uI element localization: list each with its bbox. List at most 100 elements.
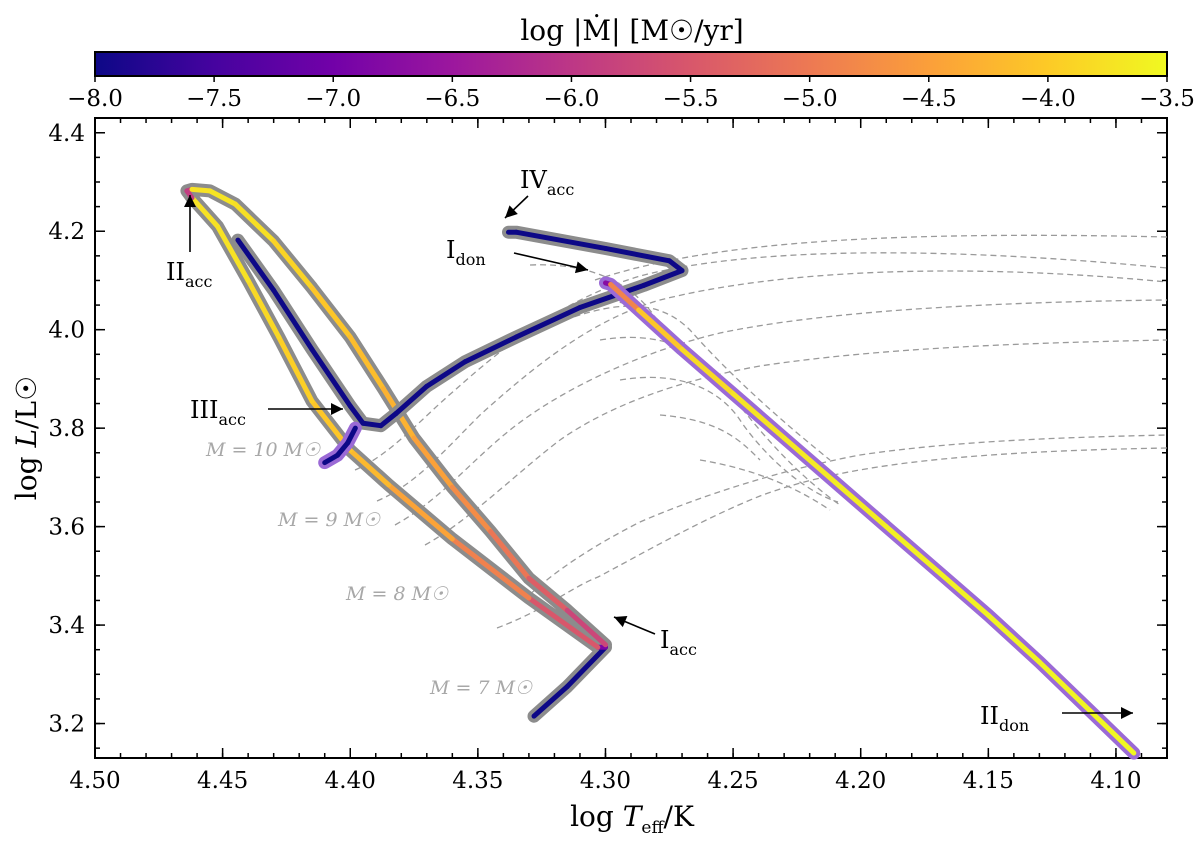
track-segment-donor — [832, 479, 889, 530]
evolution-tracks — [180, 182, 1141, 760]
track-segment-donor — [730, 391, 787, 441]
track-segment-donor — [679, 346, 736, 397]
annotation-label: IIIacc — [190, 396, 246, 429]
track-segment-accretor-late — [641, 268, 685, 288]
track-segment-donor — [883, 524, 940, 574]
track-segment-accretor-tail — [322, 452, 340, 466]
colorbar-tick-label: −7.5 — [186, 86, 242, 112]
track-segment-accretor — [564, 607, 608, 648]
track-segment-accretor — [189, 195, 221, 229]
track-segment-donor — [608, 281, 642, 313]
y-tick-label: 3.6 — [48, 515, 85, 541]
mass-label-9: M = 9 M☉ — [277, 509, 381, 531]
reference-track — [599, 336, 841, 506]
annotation-iii-acc: IIIacc — [190, 396, 343, 429]
colorbar-tick-label: −5.0 — [782, 86, 838, 112]
track-segment-accretor — [276, 334, 315, 404]
x-axis-label: log Teff/K — [570, 800, 695, 838]
track-segment-donor — [781, 435, 838, 485]
track-segment-accretor — [232, 201, 277, 244]
track-segment-accretor-late — [378, 410, 399, 429]
colorbar-ticks: −8.0 −7.5 −7.0 −6.5 −6.0 −5.5 −5.0 −4.5 −4.0 −3.5 — [67, 76, 1195, 112]
track-segment-accretor-late — [347, 403, 366, 426]
colorbar-gradient — [94, 51, 1168, 77]
colorbar-tick-label: −4.0 — [1020, 86, 1076, 112]
annotation-iv-acc: IVacc — [504, 166, 574, 219]
x-tick-label: 4.25 — [707, 768, 758, 794]
reference-track — [564, 305, 831, 461]
colorbar: log |Ṁ| [M☉/yr] −8.0 −7.5 −7.0 −6.5 −6.0 −5.5… — [67, 14, 1195, 112]
reference-track — [376, 270, 1168, 502]
track-segment-accretor-tail — [345, 425, 358, 446]
track-segment-donor — [934, 568, 991, 618]
mass-label-10: M = 10 M☉ — [205, 439, 321, 461]
annotation-arrow — [513, 252, 589, 271]
y-tick-label: 3.8 — [48, 416, 85, 442]
y-tick-label: 4.2 — [48, 219, 85, 245]
reference-track — [594, 234, 1168, 281]
mass-labels: M = 10 M☉ M = 9 M☉ M = 8 M☉ M = 7 M☉ — [205, 439, 533, 699]
track-segment-accretor-late — [271, 287, 315, 352]
track-segment-accretor-late — [666, 258, 685, 274]
track-segment-accretor-late — [513, 229, 608, 251]
y-tick-label: 4.0 — [48, 318, 85, 344]
axes: 4.50 4.45 4.40 4.35 4.30 4.25 4.20 4.15 4.10 3.2 3… — [48, 118, 1168, 794]
track-segment-accretor-tail — [334, 440, 351, 458]
x-tick-label: 4.40 — [325, 768, 376, 794]
colorbar-tick-label: −7.0 — [305, 86, 361, 112]
reference-track — [523, 434, 1168, 601]
colorbar-tick-label: −8.0 — [67, 86, 123, 112]
arrowhead — [614, 616, 628, 628]
arrowhead — [331, 403, 343, 415]
reference-tracks — [354, 234, 1168, 629]
y-tick-label: 3.2 — [48, 712, 85, 738]
track-segment-accretor-late — [513, 305, 583, 340]
annotation-label: IIdon — [980, 702, 1029, 735]
arrowhead — [505, 205, 518, 218]
track-segment-accretor-late — [393, 383, 430, 416]
x-tick-label: 4.15 — [963, 768, 1014, 794]
colorbar-tick-label: −6.0 — [544, 86, 600, 112]
y-tick-label: 4.4 — [48, 121, 85, 147]
track-segment-accretor — [271, 238, 315, 291]
x-tick-label: 4.30 — [580, 768, 631, 794]
reference-track — [496, 447, 1168, 629]
track-segment-accretor-late — [360, 420, 384, 429]
x-tick-label: 4.10 — [1090, 768, 1141, 794]
x-tick-label: 4.20 — [835, 768, 886, 794]
track-segment-accretor — [245, 277, 282, 340]
track-segment-accretor — [189, 186, 213, 194]
annotations: IVacc Idon IIacc IIIacc Iacc IIdon — [166, 166, 1133, 735]
track-segment-accretor — [488, 529, 532, 581]
track-segment-donor — [636, 307, 685, 352]
reference-track — [659, 414, 761, 461]
track-segment-accretor — [347, 334, 386, 392]
annotation-label: Iacc — [660, 626, 697, 659]
track-segment-accretor — [564, 644, 608, 690]
annotation-i-acc: Iacc — [613, 616, 697, 659]
track-segment-accretor — [526, 575, 570, 613]
annotation-label: IVacc — [520, 166, 574, 199]
track-segment-accretor — [386, 482, 455, 542]
track-segment-donor — [1036, 659, 1093, 714]
reference-track — [424, 339, 1168, 546]
track-segment-accretor — [449, 536, 532, 601]
track-segment-accretor-late — [577, 282, 647, 311]
x-tick-label: 4.50 — [69, 768, 120, 794]
track-segment-accretor-late — [462, 334, 519, 365]
colorbar-label: log |Ṁ| [M☉/yr] — [520, 14, 743, 47]
y-tick-label: 3.4 — [48, 613, 85, 639]
reference-track — [619, 376, 839, 503]
mass-label-8: M = 8 M☉ — [345, 583, 449, 605]
colorbar-tick-label: −6.5 — [424, 86, 480, 112]
x-tick-label: 4.35 — [452, 768, 503, 794]
track-segment-accretor-late — [602, 245, 672, 264]
track-segment-accretor — [309, 285, 353, 340]
mass-label-7: M = 7 M☉ — [429, 677, 533, 699]
track-segment-accretor — [526, 595, 601, 650]
track-segment-accretor — [347, 447, 392, 488]
annotation-i-don: Idon — [446, 236, 589, 274]
track-segment-accretor-late — [424, 359, 468, 389]
track-segment-donor — [1087, 708, 1137, 756]
